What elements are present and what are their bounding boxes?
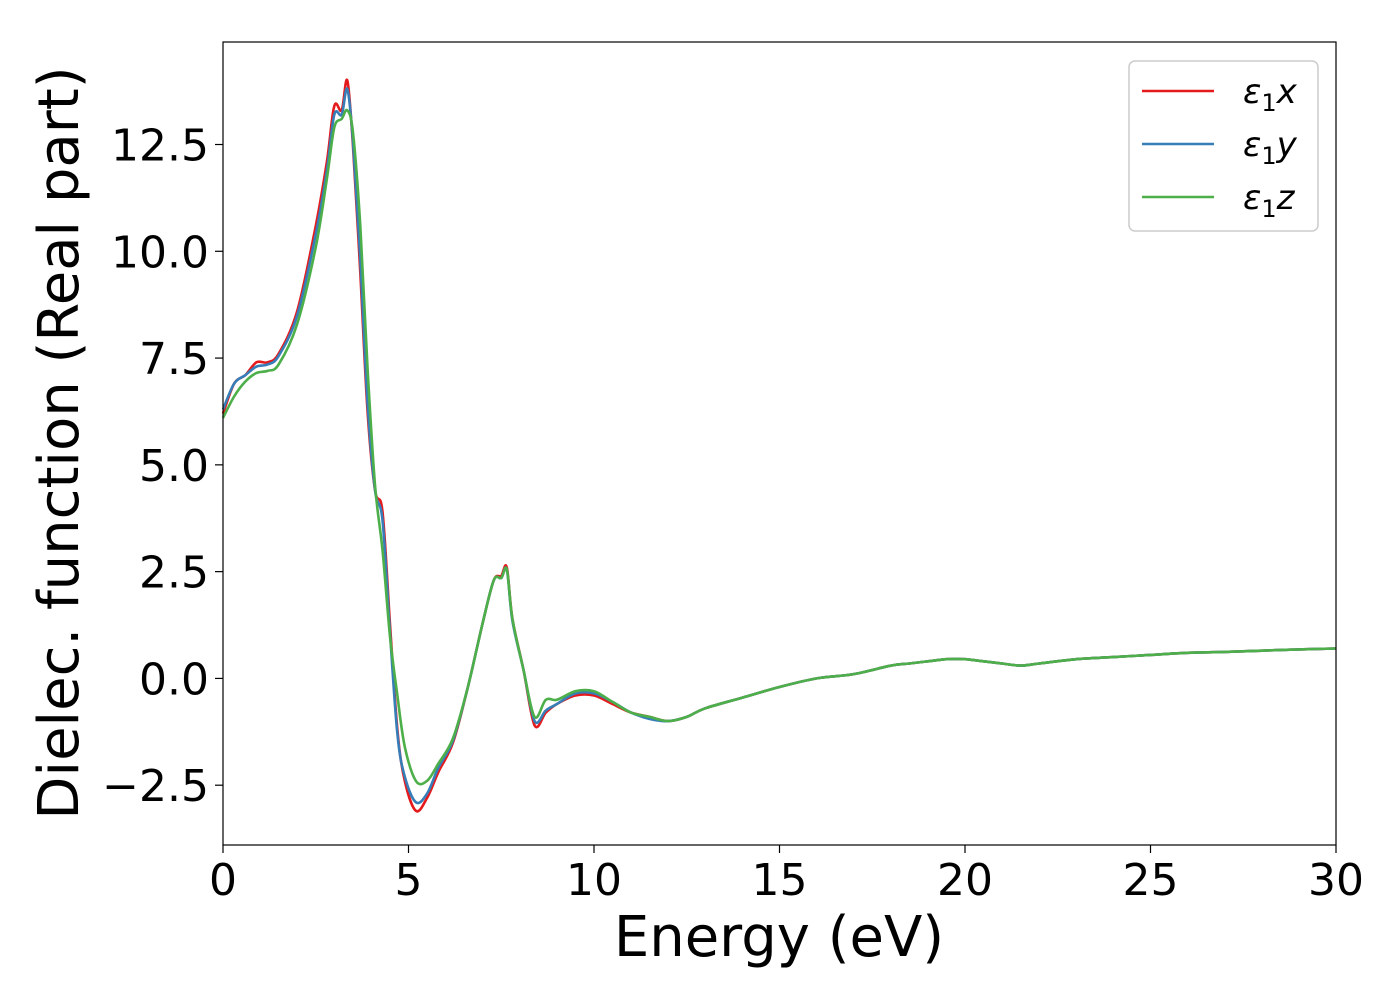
legend-box xyxy=(1128,60,1319,232)
y-axis-title: Dielec. function (Real part) xyxy=(27,66,92,819)
legend-label-y: ε1y xyxy=(1243,125,1298,170)
x-tick-label: 30 xyxy=(1308,855,1364,906)
y-tick-label: 2.5 xyxy=(139,548,209,599)
legend-label-z: ε1z xyxy=(1243,178,1296,223)
x-tick-label: 0 xyxy=(209,855,237,906)
y-tick-label: 0.0 xyxy=(139,654,209,705)
series-line-z xyxy=(221,108,1337,786)
y-tick-label: 7.5 xyxy=(139,334,209,385)
x-axis-title: Energy (eV) xyxy=(614,905,944,970)
legend-label-x: ε1x xyxy=(1243,72,1298,117)
y-tick-label: −2.5 xyxy=(102,761,209,812)
x-tick-label: 20 xyxy=(937,855,993,906)
x-axis: 0 5 10 15 20 25 30 xyxy=(209,845,1364,906)
y-tick-label: 12.5 xyxy=(111,121,209,172)
x-tick-label: 15 xyxy=(752,855,808,906)
series-layer xyxy=(221,78,1337,813)
y-tick-label: 5.0 xyxy=(139,441,209,492)
y-tick-label: 10.0 xyxy=(111,227,209,278)
y-axis: −2.5 0.0 2.5 5.0 7.5 10.0 12.5 xyxy=(102,121,223,812)
x-tick-label: 10 xyxy=(566,855,622,906)
x-tick-label: 5 xyxy=(395,855,423,906)
x-tick-label: 25 xyxy=(1123,855,1179,906)
legend: ε1x ε1y ε1z xyxy=(1128,60,1319,232)
